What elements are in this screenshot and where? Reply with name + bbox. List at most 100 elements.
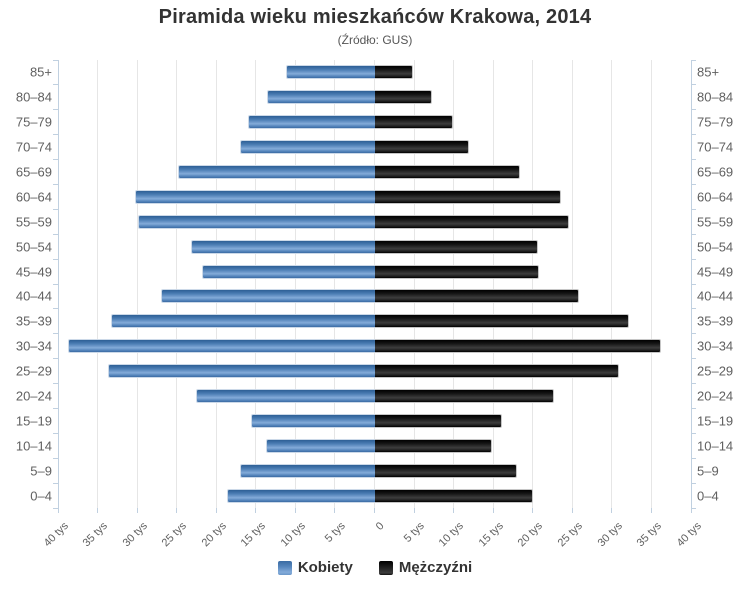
bar-kobiety-80–84[interactable]: [267, 90, 375, 105]
left-axis-tick: [53, 134, 58, 136]
y-label-left-85+: 85+: [29, 64, 52, 80]
bar-mezczyzni-60–64[interactable]: [374, 189, 562, 204]
bar-mezczyzni-80–84[interactable]: [374, 90, 433, 105]
left-axis-tick: [53, 507, 58, 509]
bar-mezczyzni-40–44[interactable]: [374, 289, 579, 304]
bar-kobiety-20–24[interactable]: [196, 388, 375, 403]
right-axis-tick: [691, 134, 696, 136]
chart-title: Piramida wieku mieszkańców Krakowa, 2014: [158, 6, 592, 28]
bar-mezczyzni-65–69[interactable]: [374, 164, 520, 179]
y-label-right-20–24: 20–24: [697, 388, 734, 404]
left-axis-tick: [53, 109, 58, 111]
bar-mezczyzni-0–4[interactable]: [374, 488, 533, 503]
bar-mezczyzni-55–59[interactable]: [374, 214, 570, 229]
x-axis-tick: [374, 508, 375, 513]
bar-mezczyzni-50–54[interactable]: [374, 239, 539, 254]
x-axis-tick: [571, 508, 573, 513]
left-axis-tick: [53, 84, 58, 86]
bar-kobiety-70–74[interactable]: [239, 140, 375, 155]
y-label-right-15–19: 15–19: [697, 413, 734, 429]
bar-mezczyzni-10–14[interactable]: [374, 438, 492, 453]
right-axis-tick: [691, 407, 696, 409]
x-axis-tick: [690, 508, 692, 513]
left-axis-tick: [53, 59, 58, 61]
legend-item-kobiety[interactable]: Kobiety: [277, 559, 353, 576]
bar-mezczyzni-85+[interactable]: [374, 65, 413, 80]
pyramid-row-65–69: [58, 160, 691, 185]
right-axis-tick: [691, 432, 696, 434]
y-label-left-0–4: 0–4: [30, 488, 52, 504]
legend-label-kobiety: Kobiety: [297, 559, 353, 576]
y-axis-labels-left: 85+ 80–84 75–79 70–74 65–69 60–64 55–59 50–54 45…: [0, 60, 52, 508]
x-axis-tick: [532, 508, 534, 513]
pyramid-row-45–49: [58, 259, 691, 284]
x-axis-tick: [413, 508, 415, 513]
legend-item-mezczyzni[interactable]: Mężczyźni: [378, 559, 472, 576]
y-label-right-80–84: 80–84: [697, 89, 734, 105]
y-label-right-5–9: 5–9: [697, 463, 719, 479]
bar-kobiety-60–64[interactable]: [135, 189, 375, 204]
legend: Kobiety Mężczyźni: [0, 559, 750, 576]
bar-kobiety-85+[interactable]: [286, 65, 375, 80]
pyramid-row-35–39: [58, 309, 691, 334]
bar-kobiety-0–4[interactable]: [227, 488, 375, 503]
pyramid-row-50–54: [58, 234, 691, 259]
gridline: [413, 60, 415, 508]
bar-mezczyzni-75–79[interactable]: [374, 115, 454, 130]
x-axis-tick: [255, 508, 257, 513]
y-label-right-50–54: 50–54: [697, 239, 734, 255]
bar-kobiety-15–19[interactable]: [250, 413, 375, 428]
bar-kobiety-45–49[interactable]: [201, 264, 375, 279]
y-axis-labels-right: 85+ 80–84 75–79 70–74 65–69 60–64 55–59 50–54 45…: [697, 60, 750, 508]
y-label-left-65–69: 65–69: [15, 164, 52, 180]
bar-kobiety-55–59[interactable]: [137, 214, 375, 229]
gridline: [176, 60, 178, 508]
gridline: [215, 60, 217, 508]
x-label-30-tys: 30 tys: [595, 520, 625, 550]
right-axis-tick: [691, 482, 696, 484]
bar-kobiety-5–9[interactable]: [239, 463, 375, 478]
bar-kobiety-65–69[interactable]: [178, 164, 375, 179]
x-axis-tick: [136, 508, 138, 513]
bar-kobiety-50–54[interactable]: [190, 239, 375, 254]
pyramid-row-30–34: [58, 334, 691, 359]
right-axis-tick: [691, 258, 696, 260]
bar-kobiety-25–29[interactable]: [107, 364, 375, 379]
x-label-30-tys: 30 tys: [120, 520, 150, 550]
x-label-10-tys: 10 tys: [436, 520, 467, 550]
y-label-right-25–29: 25–29: [697, 363, 734, 379]
bar-mezczyzni-35–39[interactable]: [374, 314, 630, 329]
x-axis-tick: [453, 508, 455, 513]
x-label-25-tys: 25 tys: [159, 520, 190, 550]
bar-mezczyzni-45–49[interactable]: [374, 264, 540, 279]
left-axis-tick: [53, 407, 58, 409]
bar-mezczyzni-20–24[interactable]: [374, 388, 554, 403]
bar-kobiety-10–14[interactable]: [265, 438, 375, 453]
y-label-right-35–39: 35–39: [697, 313, 734, 329]
x-label-35-tys: 35 tys: [634, 520, 664, 550]
pyramid-row-0–4: [58, 483, 691, 508]
x-label-5-tys: 5 tys: [401, 520, 427, 545]
y-label-right-0–4: 0–4: [697, 488, 719, 504]
pyramid-row-25–29: [58, 359, 691, 384]
bar-kobiety-75–79[interactable]: [247, 115, 375, 130]
left-axis-tick: [53, 283, 58, 285]
bar-mezczyzni-30–34[interactable]: [374, 339, 662, 354]
x-axis-labels: 40 tys 35 tys 30 tys 25 tys 20 tys 15 tys 10 t…: [41, 508, 703, 554]
left-axis-tick: [53, 308, 58, 310]
gridline: [374, 60, 375, 508]
bar-mezczyzni-25–29[interactable]: [374, 364, 620, 379]
pyramid-row-60–64: [58, 184, 691, 209]
bar-mezczyzni-15–19[interactable]: [374, 413, 503, 428]
bar-mezczyzni-5–9[interactable]: [374, 463, 518, 478]
y-label-left-30–34: 30–34: [15, 338, 52, 354]
right-axis-tick: [691, 159, 696, 161]
bar-kobiety-35–39[interactable]: [110, 314, 375, 329]
right-axis-tick: [691, 183, 696, 185]
bar-mezczyzni-70–74[interactable]: [374, 140, 469, 155]
y-label-right-40–44: 40–44: [697, 288, 734, 304]
bar-kobiety-30–34[interactable]: [68, 339, 375, 354]
y-label-left-80–84: 80–84: [15, 89, 52, 105]
bar-kobiety-40–44[interactable]: [161, 289, 375, 304]
y-label-right-55–59: 55–59: [697, 214, 734, 230]
